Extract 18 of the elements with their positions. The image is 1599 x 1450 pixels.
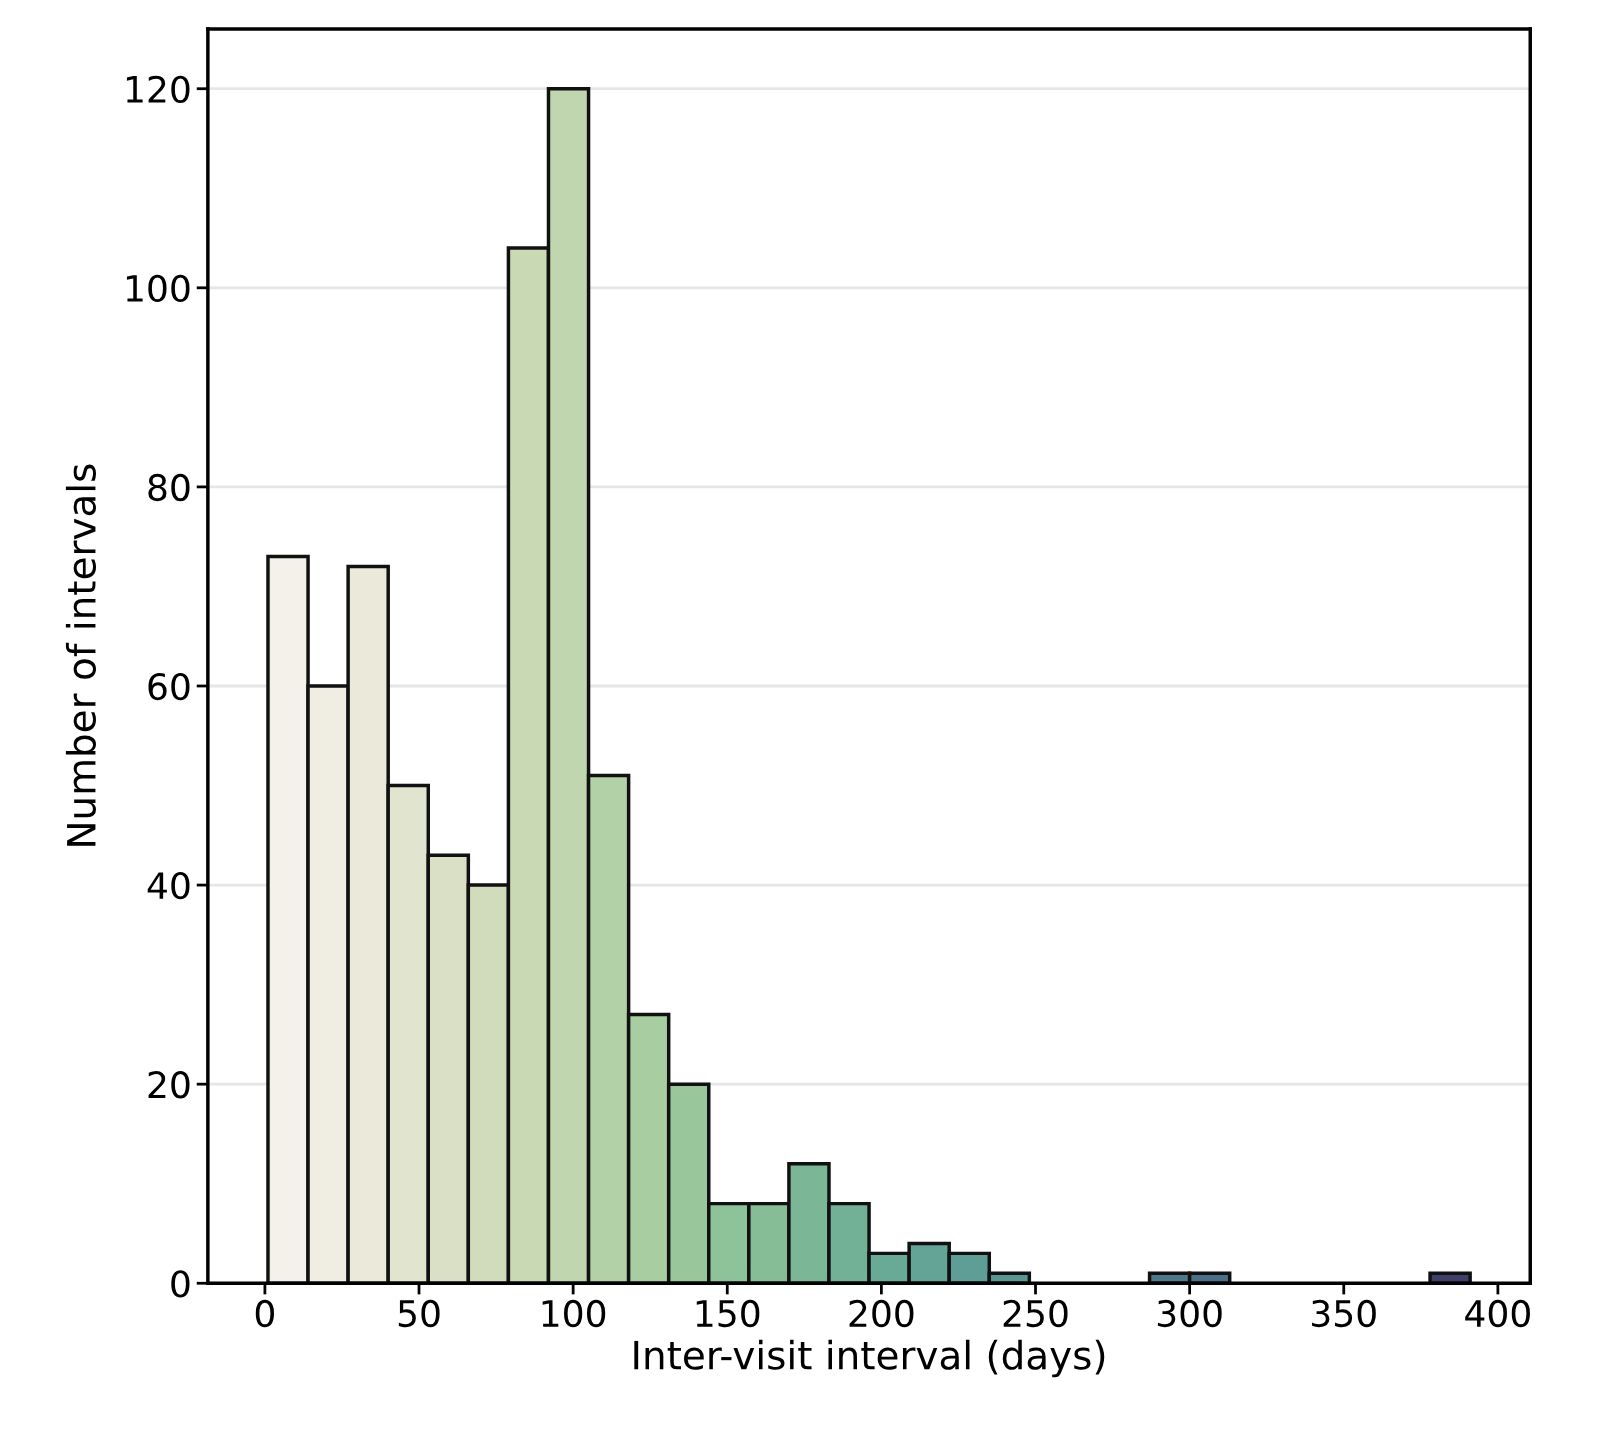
x-tick-label: 0 [255, 1299, 274, 1328]
y-tick-label: 20 [148, 1071, 190, 1099]
y-axis-title: Number of intervals [65, 464, 96, 846]
x-tick-label: 300 [1157, 1299, 1222, 1328]
x-tick-label: 350 [1312, 1299, 1376, 1328]
y-tick-label: 100 [126, 274, 190, 303]
y-tick-label: 0 [171, 1270, 190, 1298]
y-tick-label: 80 [148, 473, 190, 502]
y-tick-label: 40 [147, 871, 190, 900]
x-tick-label: 200 [849, 1299, 914, 1328]
y-tick-label: 60 [148, 672, 190, 701]
x-tick-label: 50 [398, 1299, 440, 1328]
x-tick-label: 400 [1465, 1299, 1530, 1328]
x-tick-label: 250 [1003, 1299, 1068, 1328]
y-tick-label: 120 [126, 75, 190, 103]
x-tick-label: 150 [696, 1299, 760, 1328]
x-tick-label: 100 [542, 1299, 606, 1328]
x-axis-title: Inter-visit interval (days) [634, 1339, 1105, 1378]
